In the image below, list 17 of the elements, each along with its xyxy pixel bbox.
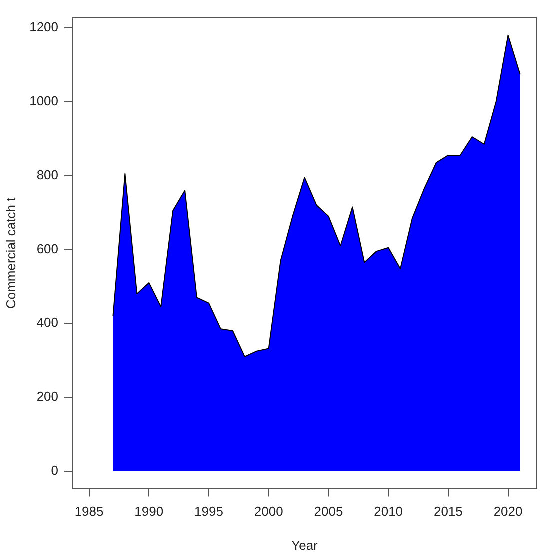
x-tick-label: 1995 <box>194 504 224 520</box>
y-tick-label: 200 <box>36 389 59 404</box>
x-tick-label: 2020 <box>494 504 523 520</box>
y-tick-label: 400 <box>36 315 59 330</box>
x-tick-label: 2010 <box>374 504 404 520</box>
y-tick-label: 0 <box>51 463 59 478</box>
x-tick-label: 2000 <box>254 504 284 520</box>
y-axis-title: Commercial catch t <box>3 197 18 310</box>
x-tick-label: 1990 <box>134 504 164 520</box>
y-tick-label: 1000 <box>30 93 59 108</box>
x-tick-label: 1985 <box>74 504 104 520</box>
y-tick-label: 1200 <box>30 20 59 35</box>
x-axis-title: Year <box>292 538 319 553</box>
y-tick-label: 600 <box>36 241 59 256</box>
x-tick-label: 2015 <box>434 504 463 520</box>
x-tick-label: 2005 <box>314 504 344 520</box>
y-tick-label: 800 <box>36 167 59 182</box>
